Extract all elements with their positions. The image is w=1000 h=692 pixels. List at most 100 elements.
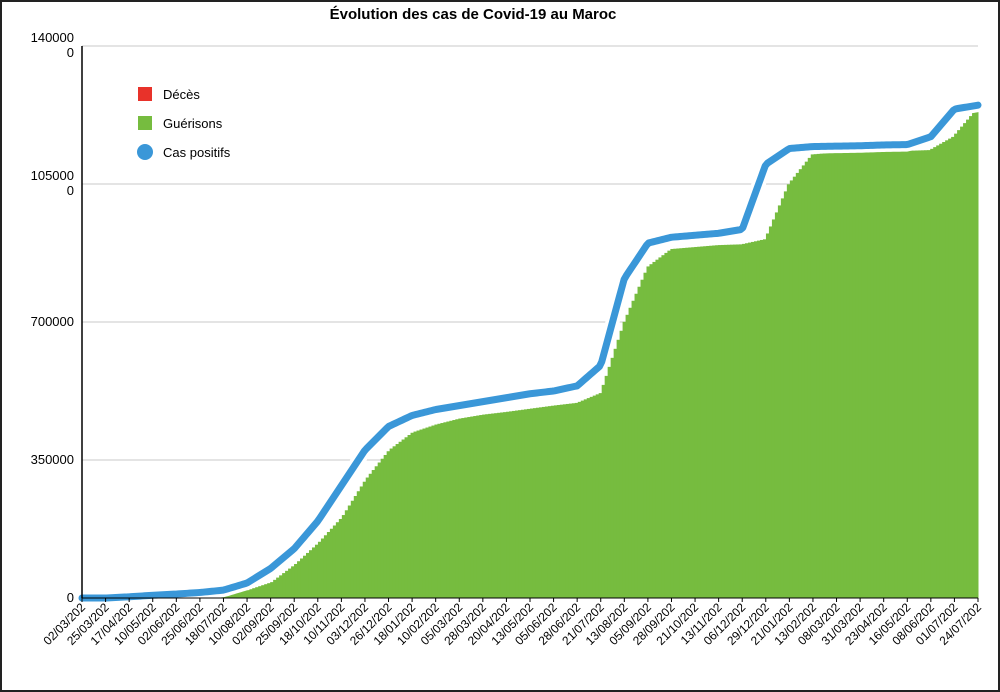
y-tick-label: 0 [67,590,74,605]
guerisons-bar [640,279,644,598]
guerisons-bar [903,150,907,598]
guerisons-bar [485,414,489,598]
guerisons-bar [712,245,716,599]
guerisons-bar [407,435,412,598]
guerisons-bar [344,510,349,598]
guerisons-bar [341,515,346,598]
guerisons-bar [891,151,895,598]
x-axis-ticks: 02/03/20225/03/20217/04/20210/05/20202/0… [40,598,984,648]
guerisons-bar [288,568,292,598]
guerisons-bar [700,246,704,599]
guerisons-bar [682,247,686,599]
guerisons-bar [855,152,860,598]
guerisons-bar [915,150,919,598]
y-tick-label: 700000 [31,314,74,329]
guerisons-bar [479,415,483,598]
guerisons-bar [709,245,713,599]
guerisons-bar [649,264,653,598]
guerisons-bar [515,410,519,598]
guerisons-bar [437,423,441,598]
guerisons-bar [948,138,952,599]
guerisons-bar [276,577,280,598]
guerisons-bar [461,418,465,598]
guerisons-bar [586,398,591,598]
guerisons-bar [383,454,388,598]
guerisons-bar [273,579,277,598]
guerisons-bar [774,212,779,598]
guerisons-bar [810,154,815,598]
guerisons-bar [598,393,603,598]
guerisons-bar [577,401,582,598]
legend-swatch [138,116,152,130]
guerisons-bar [843,152,848,599]
guerisons-bar [347,505,352,598]
guerisons-bar [416,430,420,598]
guerisons-bar [661,255,665,599]
guerisons-bar [425,427,429,598]
guerisons-bar [530,408,534,598]
guerisons-bar [762,239,767,598]
guerisons-bar [610,357,615,598]
guerisons-bar [628,307,633,598]
guerisons-bar [464,417,468,598]
guerisons-bar [652,261,656,598]
guerisons-bar [476,415,480,598]
guerisons-bar [482,414,486,598]
y-tick-label: 350000 [31,452,74,467]
guerisons-bar [673,248,677,599]
guerisons-bar [314,544,319,598]
legend-label: Cas positifs [163,145,231,160]
guerisons-bar [957,130,961,598]
guerisons-bar [679,248,683,599]
guerisons-bar [736,244,740,598]
guerisons-bar [303,555,307,598]
guerisons-bar [619,330,624,598]
guerisons-bar [688,247,692,599]
legend-swatch [137,144,153,160]
guerisons-bar [724,244,728,599]
guerisons-bar [521,409,525,598]
guerisons-bar [527,408,531,598]
guerisons-bar [240,590,244,598]
guerisons-bar [267,583,271,598]
guerisons-bar [544,406,549,598]
guerisons-bar [386,451,391,598]
guerisons-bar [306,552,310,598]
guerisons-bar [494,413,498,598]
guerisons-bar [556,405,561,598]
guerisons-bar [356,491,361,598]
guerisons-bar [419,429,423,598]
guerisons-bar [320,538,325,598]
guerisons-bar [401,439,406,598]
guerisons-bar [834,152,839,598]
guerisons-bar [885,151,889,598]
series-cas-positifs-line [75,98,985,605]
guerisons-bar [739,244,743,599]
guerisons-bar [368,473,373,598]
guerisons-bar [518,410,522,598]
guerisons-bar [879,151,883,598]
guerisons-bar [906,150,910,598]
guerisons-bar [300,558,304,598]
guerisons-bar [715,245,719,599]
guerisons-bar [930,148,934,598]
guerisons-bar [888,151,892,598]
guerisons-bar [234,591,238,598]
guerisons-bar [828,152,833,598]
guerisons-bar [954,133,958,598]
guerisons-bar [589,396,594,598]
guerisons-bar [751,241,755,598]
guerisons-bar [765,233,770,599]
guerisons-bar [285,570,289,598]
guerisons-bar [852,152,857,598]
guerisons-bar [807,157,812,598]
guerisons-bar [783,191,788,598]
guerisons-bar [831,152,836,598]
guerisons-bar [721,244,725,598]
guerisons-bar [413,431,418,598]
guerisons-bar [706,245,710,599]
guerisons-bar [780,198,785,598]
guerisons-bar [882,151,886,598]
guerisons-bar [458,418,462,598]
